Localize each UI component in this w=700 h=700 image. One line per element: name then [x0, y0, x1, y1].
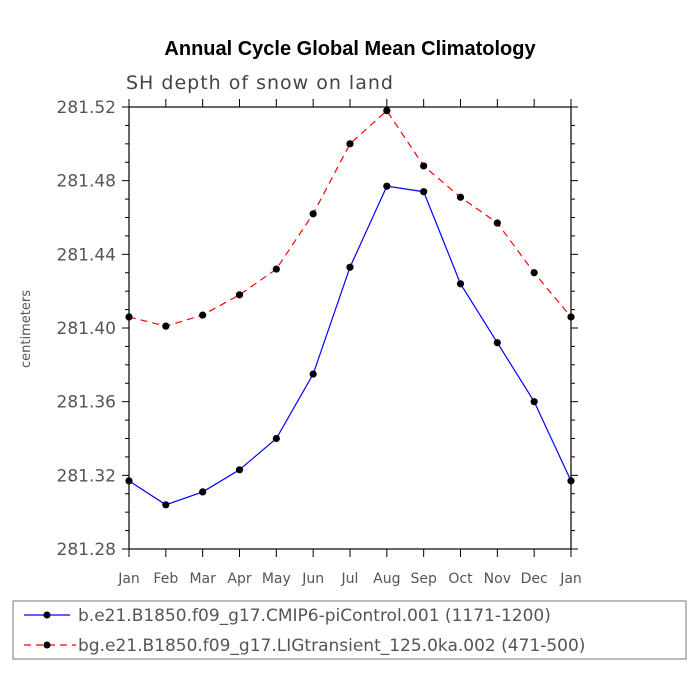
- series-0: [125, 182, 575, 509]
- data-point: [420, 188, 428, 196]
- x-tick-label: Jan: [117, 571, 140, 587]
- y-tick-label: 281.40: [57, 319, 116, 339]
- data-point: [272, 434, 280, 443]
- plot-frame: [128, 106, 572, 550]
- y-tick-label: 281.32: [57, 466, 116, 486]
- y-tick-label: 281.52: [57, 98, 116, 118]
- data-point: [383, 107, 391, 115]
- x-tick-label: Feb: [153, 571, 178, 587]
- y-tick-label: 281.28: [57, 540, 116, 560]
- x-tick-label: May: [262, 571, 291, 587]
- data-point: [456, 280, 465, 288]
- legend-marker: [43, 611, 51, 619]
- data-point: [346, 263, 354, 271]
- data-point: [272, 265, 280, 273]
- ticks: 281.28 281.32 281.36 281.40 281.44 281.48 281.…: [57, 98, 582, 587]
- data-point: [199, 311, 207, 319]
- y-axis-label: centimeters: [19, 290, 34, 368]
- data-point: [235, 291, 244, 299]
- x-tick-label: Oct: [448, 571, 473, 587]
- data-point: [383, 182, 391, 190]
- legend-entry: b.e21.B1850.f09_g17.CMIP6-piControl.001 …: [24, 606, 551, 626]
- series-layer: [125, 107, 575, 509]
- chart-title: Annual Cycle Global Mean Climatology: [164, 38, 536, 60]
- data-point: [125, 477, 133, 485]
- y-tick-label: 281.48: [57, 172, 116, 192]
- data-point: [530, 269, 538, 277]
- legend-label: bg.e21.B1850.f09_g17.LIGtransient_125.0k…: [78, 636, 585, 656]
- data-point: [420, 162, 428, 170]
- legend-box: [12, 600, 687, 660]
- chart-subtitle: SH depth of snow on land: [126, 72, 394, 94]
- axes: [128, 106, 572, 550]
- data-point: [235, 466, 244, 474]
- data-point: [530, 398, 538, 406]
- legend-entry: bg.e21.B1850.f09_g17.LIGtransient_125.0k…: [24, 636, 585, 656]
- data-point: [162, 322, 170, 330]
- x-tick-label: Jun: [301, 571, 324, 587]
- data-point: [346, 140, 354, 148]
- data-point: [456, 193, 465, 201]
- data-point: [162, 501, 170, 509]
- data-point: [567, 313, 575, 321]
- legend: b.e21.B1850.f09_g17.CMIP6-piControl.001 …: [12, 600, 687, 660]
- series-1: [125, 107, 575, 330]
- data-point: [199, 488, 207, 496]
- series-line: [128, 185, 572, 506]
- legend-label: b.e21.B1850.f09_g17.CMIP6-piControl.001 …: [78, 606, 551, 626]
- x-tick-label: Sep: [410, 571, 437, 587]
- y-tick-label: 281.36: [57, 393, 116, 413]
- legend-marker: [43, 641, 51, 649]
- x-tick-label: Aug: [373, 571, 400, 587]
- data-point: [309, 210, 317, 218]
- data-point: [493, 219, 501, 227]
- x-tick-label: Jan: [559, 571, 582, 587]
- data-point: [567, 477, 575, 485]
- x-tick-label: Nov: [484, 571, 511, 587]
- data-point: [125, 313, 133, 321]
- x-tick-label: Jul: [341, 571, 359, 587]
- x-tick-label: Dec: [521, 571, 548, 587]
- data-point: [309, 370, 317, 378]
- x-tick-label: Mar: [189, 571, 216, 587]
- y-tick-label: 281.44: [57, 245, 116, 265]
- x-tick-label: Apr: [227, 571, 251, 587]
- data-point: [493, 339, 501, 347]
